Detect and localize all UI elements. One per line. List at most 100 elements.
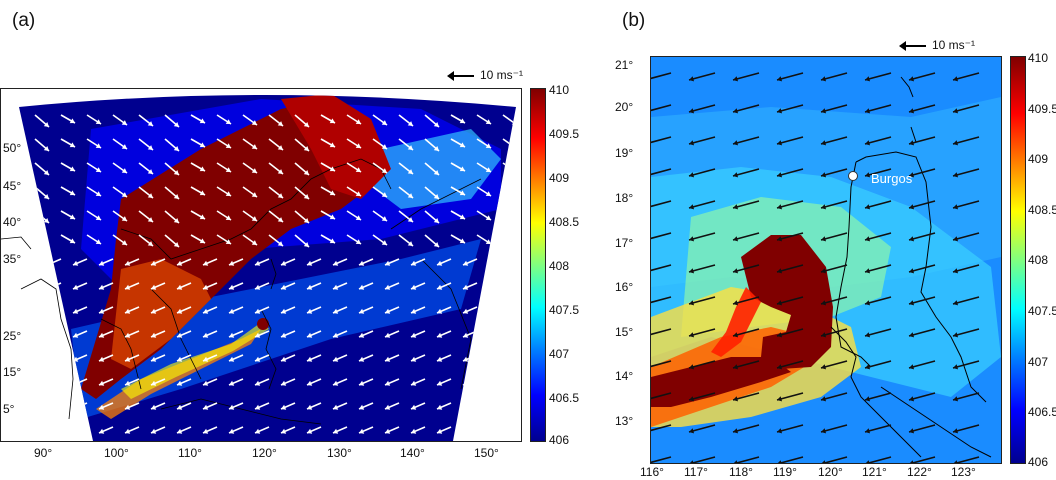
wind-vector-head [689, 396, 695, 402]
panel-b-xtick: 119° [773, 465, 797, 479]
wind-vector-head [307, 428, 313, 434]
wind-vector-head [255, 356, 261, 362]
panel-a-scale-label: 10 ms⁻¹ [480, 68, 524, 82]
wind-vector-head [203, 428, 209, 434]
panel-a-colorbar-tick: 409 [549, 171, 570, 185]
wind-vector-head [821, 460, 826, 463]
wind-vector-head [733, 300, 739, 306]
wind-vector-head [255, 428, 261, 434]
wind-vector-head [229, 284, 235, 290]
wind-vector-head [953, 108, 959, 114]
wind-vector-head [355, 239, 361, 244]
wind-vector-head [865, 268, 871, 274]
wind-vector-head [733, 172, 739, 178]
wind-vector-head [177, 404, 183, 410]
wind-vector-head [689, 300, 695, 306]
wind-vector-head [73, 308, 79, 314]
wind-vector-head [777, 396, 783, 402]
wind-vector-head [229, 332, 235, 338]
wind-vector [651, 296, 672, 304]
panel-b-scale-label: 10 ms⁻¹ [932, 38, 976, 52]
wind-vector-head [909, 396, 915, 402]
wind-vector-head [199, 238, 205, 244]
wind-vector-head [733, 396, 739, 402]
wind-vector-head [689, 460, 694, 463]
wind-vector-head [359, 308, 365, 314]
wind-vector-head [909, 332, 915, 338]
wind-vector-head [437, 308, 443, 314]
wind-vector-head [485, 119, 491, 124]
wind-vector-head [459, 238, 465, 244]
burgos-site-marker [848, 171, 858, 181]
wind-vector-head [411, 356, 417, 362]
wind-vector-head [381, 240, 387, 245]
wind-vector-head [329, 190, 335, 196]
wind-vector-head [821, 268, 827, 274]
wind-vector-head [909, 108, 915, 114]
wind-vector-head [203, 404, 209, 410]
wind-vector-head [385, 356, 391, 362]
wind-vector-head [381, 168, 387, 173]
panel-a-colorbar-tick: 408.5 [549, 215, 580, 229]
wind-vector-head [203, 380, 209, 386]
wind-vector-head [307, 308, 313, 314]
wind-vector-head [121, 216, 127, 221]
wind-vector-head [909, 460, 914, 463]
wind-vector-head [689, 428, 695, 434]
wind-vector-head [777, 428, 783, 434]
wind-vector-head [147, 121, 153, 126]
wind-vector-head [329, 118, 335, 124]
wind-vector-head [251, 192, 257, 197]
wind-vector-head [225, 119, 231, 124]
wind-vector-head [147, 145, 153, 150]
field-b-tail [651, 357, 791, 407]
wind-vector-head [953, 76, 959, 82]
wind-vector-head [433, 170, 439, 175]
wind-vector-head [73, 260, 79, 266]
wind-vector-head [177, 308, 183, 314]
wind-vector [651, 168, 672, 176]
panel-b-map: Burgos [650, 56, 1002, 464]
wind-vector-head [281, 356, 287, 362]
panel-b-ytick: 18° [615, 191, 634, 205]
wind-vector-head [69, 166, 75, 172]
wind-vector-head [359, 260, 365, 266]
wind-vector-head [689, 268, 695, 274]
wind-vector-head [407, 217, 413, 222]
wind-vector-head [953, 364, 959, 370]
panel-a-xtick: 120° [252, 446, 277, 460]
wind-vector-head [99, 332, 105, 338]
wind-vector-head [437, 380, 443, 386]
wind-vector-head [95, 215, 101, 220]
wind-vector-head [865, 204, 871, 210]
wind-vector-head [281, 308, 287, 314]
wind-vector-head [865, 172, 871, 178]
wind-vector-head [359, 284, 365, 290]
wind-vector-head [125, 284, 131, 290]
scale-arrow-icon [899, 40, 926, 51]
panel-b-ytick: 17° [615, 236, 634, 250]
panel-a-ytick: 25° [3, 329, 22, 343]
wind-vector-head [953, 140, 959, 146]
wind-vector-head [777, 108, 783, 114]
wind-vector-head [821, 172, 827, 178]
wind-vector-head [689, 236, 695, 242]
wind-vector-head [125, 308, 131, 314]
panel-b-colorbar-tick: 407 [1028, 355, 1049, 369]
wind-vector-head [95, 119, 101, 124]
wind-vector-head [121, 240, 127, 245]
wind-vector-head [821, 396, 827, 402]
wind-vector-head [407, 121, 413, 126]
wind-vector-head [777, 140, 783, 146]
wind-vector-head [411, 380, 417, 386]
wind-vector-head [199, 118, 205, 124]
wind-vector-head [125, 428, 131, 434]
wind-vector-head [953, 396, 959, 402]
wind-vector-head [255, 284, 261, 290]
panel-a-ytick: 40° [3, 215, 22, 229]
wind-vector-head [821, 108, 827, 114]
wind-vector-head [777, 268, 783, 274]
wind-vector-head [333, 356, 339, 362]
wind-vector [651, 72, 672, 80]
wind-vector-head [385, 308, 391, 314]
